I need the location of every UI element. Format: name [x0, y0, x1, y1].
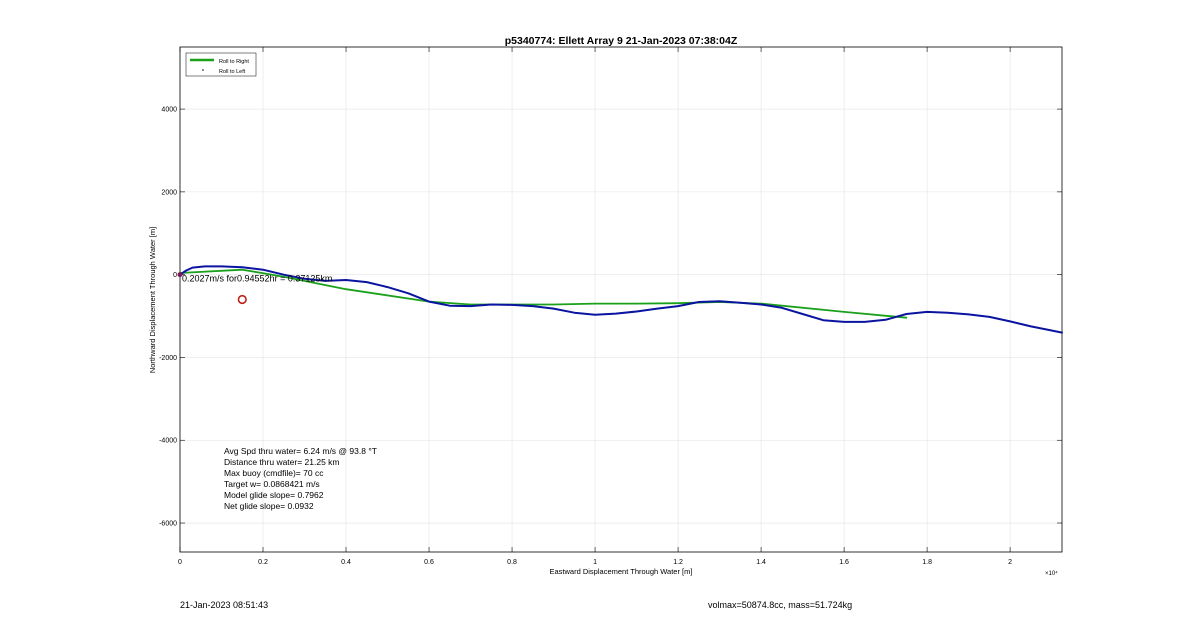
x-tick-label: 0.2 — [258, 559, 268, 566]
y-axis-label: Northward Displacement Through Water [m] — [148, 227, 157, 373]
stat-max-buoy: Max buoy (cmdfile)= 70 cc — [224, 468, 324, 478]
stat-distance: Distance thru water= 21.25 km — [224, 457, 340, 467]
y-tick-label: 0 — [173, 272, 177, 279]
stat-avg-speed: Avg Spd thru water= 6.24 m/s @ 93.8 °T — [224, 446, 377, 456]
x-tick-label: 1 — [593, 559, 597, 566]
track-annotation: 0.2027m/s for0.94552hr = 0.37125km — [182, 273, 332, 283]
x-tick-label: 0.6 — [424, 559, 434, 566]
legend: Roll to Right Roll to Left — [185, 52, 257, 77]
x-tick-label: 0 — [178, 559, 182, 566]
y-tick-label: 4000 — [161, 107, 177, 114]
y-axis-ticks: -6000 -4000 -2000 0 2000 4000 — [159, 107, 1062, 528]
x-tick-label: 0.8 — [507, 559, 517, 566]
legend-label-roll-left: Roll to Left — [219, 69, 246, 75]
footer-timestamp: 21-Jan-2023 08:51:43 — [180, 600, 269, 610]
start-marker — [177, 272, 183, 278]
x-axis-ticks: 0 0.2 0.4 0.6 0.8 1 1.2 1.4 1.6 1.8 2 — [178, 47, 1012, 566]
plot-area-frame — [179, 46, 1063, 553]
chart-title: p5340774: Ellett Array 9 21-Jan-2023 07:… — [505, 35, 738, 47]
grid — [179, 47, 1062, 552]
x-tick-label: 2 — [1008, 559, 1012, 566]
y-tick-label: -2000 — [159, 355, 177, 362]
x-tick-label: 1.2 — [673, 559, 683, 566]
y-tick-label: -6000 — [159, 521, 177, 528]
x-tick-label: 1.4 — [756, 559, 766, 566]
x-tick-label: 1.8 — [922, 559, 932, 566]
legend-swatch-roll-left — [202, 69, 204, 71]
x-tick-label: 1.6 — [839, 559, 849, 566]
legend-label-roll-right: Roll to Right — [219, 59, 249, 65]
series-track-line — [179, 265, 1063, 334]
stat-net-glide: Net glide slope= 0.0932 — [224, 501, 314, 511]
footer-info: volmax=50874.8cc, mass=51.724kg — [708, 600, 853, 610]
stat-target-w: Target w= 0.0868421 m/s — [224, 479, 320, 489]
y-tick-label: -4000 — [159, 438, 177, 445]
markers — [177, 272, 247, 305]
series-lines — [179, 265, 1063, 334]
stats-block: Avg Spd thru water= 6.24 m/s @ 93.8 °T D… — [224, 446, 377, 511]
x-tick-label: 0.4 — [341, 559, 351, 566]
x-axis-exponent: ×10⁴ — [1045, 570, 1058, 577]
x-axis-label: Eastward Displacement Through Water [m] — [550, 567, 693, 576]
stat-model-glide: Model glide slope= 0.7962 — [224, 490, 324, 500]
y-tick-label: 2000 — [161, 189, 177, 196]
circle-marker — [237, 294, 247, 305]
